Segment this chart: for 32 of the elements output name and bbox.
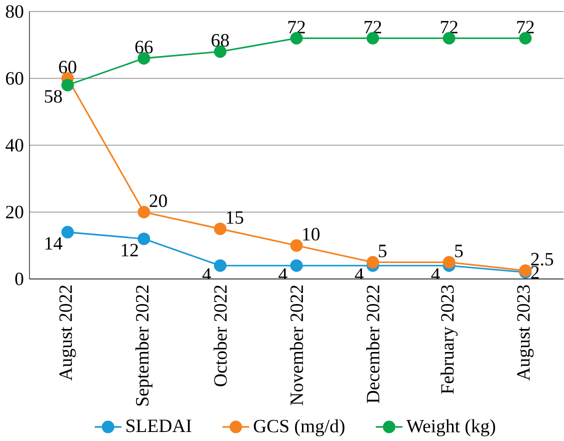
- data-label: 12: [122, 244, 138, 256]
- data-label: 14: [46, 237, 62, 250]
- x-tick-label: November 2022: [290, 286, 304, 406]
- data-label: 68: [212, 34, 229, 47]
- data-label: 72: [364, 20, 382, 34]
- x-tick-label: October 2022: [214, 286, 227, 386]
- y-tick-label: 0: [15, 272, 24, 286]
- data-label: 72: [440, 20, 458, 34]
- x-tick-label: September 2022: [135, 286, 152, 406]
- x-tick-label: August 2022: [59, 286, 76, 381]
- data-label: 2: [531, 266, 539, 279]
- y-tick-label: 80: [6, 5, 24, 18]
- data-label: 5: [378, 244, 386, 258]
- data-label: 10: [303, 228, 320, 241]
- data-label: 60: [59, 60, 76, 74]
- x-tick-label: August 2023: [517, 285, 534, 381]
- data-label: 5: [455, 244, 463, 258]
- legend-label: Weight (kg): [406, 419, 496, 436]
- legend-label: GCS (mg/d): [254, 419, 344, 436]
- y-tick-label: 20: [6, 206, 24, 218]
- data-label: 20: [150, 194, 167, 208]
- data-label: 66: [135, 40, 153, 54]
- data-label: 72: [288, 20, 305, 34]
- y-tick-label: 40: [6, 138, 24, 152]
- data-label: 58: [44, 90, 62, 103]
- x-tick-label: December 2022: [366, 286, 380, 404]
- data-label: 2.5: [531, 253, 554, 266]
- data-label: 72: [517, 20, 534, 34]
- data-label: 15: [226, 211, 244, 224]
- x-tick-label: February 2023: [440, 285, 458, 394]
- legend-label: SLEDAI: [126, 420, 192, 432]
- y-tick-label: 60: [6, 72, 24, 85]
